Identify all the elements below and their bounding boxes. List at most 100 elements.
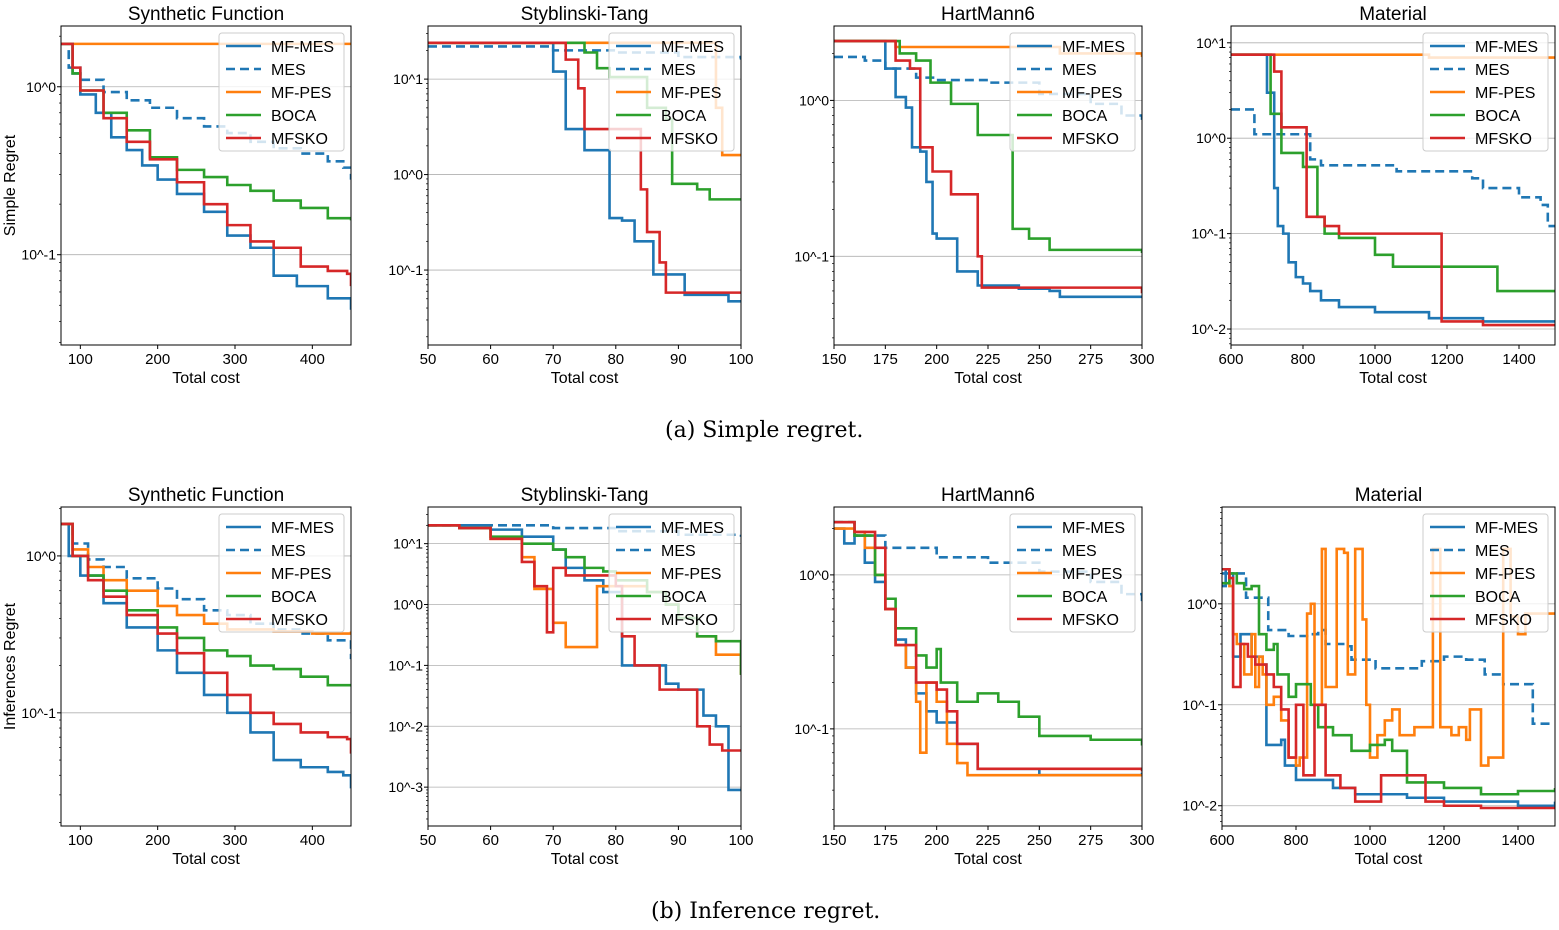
y-tick-label: 10^1 <box>393 536 423 552</box>
x-tick-label: 200 <box>145 351 170 368</box>
y-tick-label: 10^0 <box>26 548 56 564</box>
chart-panel: 10^1 10^0 10^-1 50 60 70 80 90 100 Styblinski-Tan… <box>388 4 753 387</box>
legend: MF-MES MES MF-PES BOCA MFSKO <box>608 513 735 633</box>
legend-label: MES <box>1475 62 1510 79</box>
y-tick-label: 10^0 <box>393 597 423 613</box>
legend-label: MFSKO <box>1475 612 1532 629</box>
y-tick-label: 10^0 <box>26 79 56 95</box>
y-tick-label: 10^1 <box>1196 35 1226 51</box>
legend-label: MF-PES <box>1475 85 1535 102</box>
chart-title: Synthetic Function <box>128 485 284 506</box>
series-line-mfsko <box>834 39 1142 294</box>
x-axis-label: Total cost <box>551 851 619 868</box>
x-axis-label: Total cost <box>1355 851 1423 868</box>
legend: MF-MES MES MF-PES BOCA MFSKO <box>608 32 735 152</box>
y-tick-label: 10^0 <box>799 567 829 583</box>
y-tick-label: 10^0 <box>1187 596 1217 612</box>
x-tick-label: 200 <box>924 832 949 849</box>
x-axis-label: Total cost <box>551 370 619 387</box>
x-tick-label: 250 <box>1027 832 1052 849</box>
x-tick-label: 70 <box>545 351 562 368</box>
legend-box <box>218 513 345 633</box>
x-tick-label: 100 <box>68 832 93 849</box>
x-tick-label: 300 <box>1129 832 1154 849</box>
y-axis-label: Simple Regret <box>2 134 19 236</box>
chart-panel: 10^1 10^0 10^-1 10^-2 10^-3 50 60 70 80 90 100 Styb… <box>388 485 753 868</box>
x-tick-label: 400 <box>300 351 325 368</box>
x-tick-label: 60 <box>482 832 499 849</box>
series-line-mfsko <box>834 520 1142 772</box>
legend-label: MFSKO <box>271 612 328 629</box>
series-line-boca <box>834 39 1142 254</box>
x-tick-label: 800 <box>1290 351 1315 368</box>
plot-frame <box>60 506 352 827</box>
x-tick-label: 80 <box>607 832 624 849</box>
plot-frame <box>833 25 1143 346</box>
series-line-mfsko <box>61 522 351 754</box>
legend-label: MF-MES <box>1475 39 1538 56</box>
y-tick-label: 10^-1 <box>21 705 56 721</box>
legend: MF-MES MES MF-PES BOCA MFSKO <box>218 32 345 152</box>
legend-box <box>1422 32 1549 152</box>
caption-a: (a) Simple regret. <box>665 418 864 443</box>
series-line-mf-mes <box>61 42 351 310</box>
legend-box <box>608 513 735 633</box>
x-axis-label: Total cost <box>172 851 240 868</box>
chart-panel: 10^0 10^-1 150 175 200 225 250 275 300 HartMann6 T… <box>794 485 1154 868</box>
x-tick-label: 600 <box>1209 832 1234 849</box>
x-tick-label: 100 <box>728 351 753 368</box>
legend-label: MF-PES <box>271 566 331 583</box>
legend-box <box>1422 513 1549 633</box>
legend-box <box>218 32 345 152</box>
series-line-mf-mes <box>1231 53 1555 323</box>
x-tick-label: 175 <box>873 351 898 368</box>
legend-label: BOCA <box>271 108 317 125</box>
y-tick-label: 10^0 <box>393 167 423 183</box>
series-line-mes <box>1222 572 1555 725</box>
legend-label: MF-MES <box>661 520 724 537</box>
x-tick-label: 225 <box>975 351 1000 368</box>
series-line-mes <box>1231 108 1555 228</box>
x-tick-label: 100 <box>728 832 753 849</box>
x-axis-label: Total cost <box>172 370 240 387</box>
plot-frame <box>427 506 742 827</box>
x-tick-label: 225 <box>975 832 1000 849</box>
legend-label: MF-PES <box>661 85 721 102</box>
x-tick-label: 200 <box>924 351 949 368</box>
chart-panel: 10^0 10^-1 10^-2 600 800 1000 1200 1400 Material… <box>1182 485 1556 868</box>
series-line-mfsko <box>1231 53 1555 327</box>
chart-title: Styblinski-Tang <box>521 4 649 25</box>
x-tick-label: 1400 <box>1501 832 1534 849</box>
legend-label: MF-MES <box>661 39 724 56</box>
chart-title: HartMann6 <box>941 4 1035 25</box>
y-tick-label: 10^-1 <box>1191 226 1226 242</box>
chart-title: Material <box>1359 4 1427 25</box>
legend-label: MES <box>661 543 696 560</box>
y-axis-label: Inferences Regret <box>2 602 19 730</box>
x-tick-label: 175 <box>873 832 898 849</box>
x-tick-label: 275 <box>1078 351 1103 368</box>
legend-label: MFSKO <box>1062 612 1119 629</box>
x-tick-label: 1000 <box>1353 832 1386 849</box>
legend-label: MFSKO <box>1062 131 1119 148</box>
y-tick-label: 10^-2 <box>1182 798 1217 814</box>
x-tick-label: 50 <box>420 832 437 849</box>
plot-frame <box>1230 25 1556 346</box>
legend: MF-MES MES MF-PES BOCA MFSKO <box>218 513 345 633</box>
legend-label: MF-PES <box>1475 566 1535 583</box>
x-tick-label: 1200 <box>1430 351 1463 368</box>
x-tick-label: 300 <box>222 832 247 849</box>
legend-label: BOCA <box>1475 108 1521 125</box>
plot-frame <box>833 506 1143 827</box>
legend-label: MF-MES <box>1062 39 1125 56</box>
caption-b: (b) Inference regret. <box>651 899 881 924</box>
x-tick-label: 80 <box>607 351 624 368</box>
legend-label: MF-MES <box>271 39 334 56</box>
y-tick-label: 10^-2 <box>1191 321 1226 337</box>
legend-label: MF-PES <box>1062 566 1122 583</box>
series-line-mf-mes <box>428 41 741 303</box>
series-line-mfsko <box>1222 567 1555 810</box>
legend-label: MES <box>271 62 306 79</box>
plot-frame <box>427 25 742 346</box>
legend-label: MES <box>1475 543 1510 560</box>
